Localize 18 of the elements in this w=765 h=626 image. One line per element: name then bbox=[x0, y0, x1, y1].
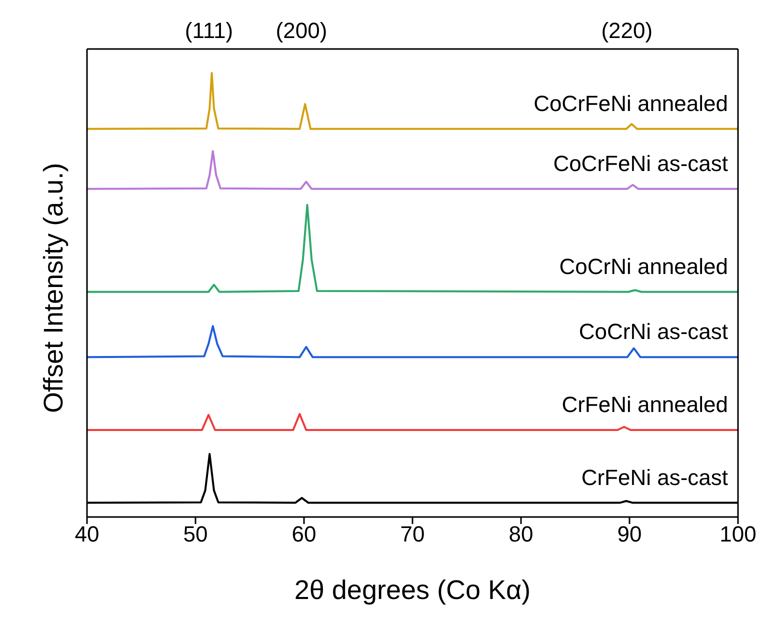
series-label: CoCrNi annealed bbox=[559, 254, 728, 279]
x-tick-label: 100 bbox=[720, 522, 756, 547]
x-tick-label: 70 bbox=[400, 522, 425, 547]
x-tick-label: 90 bbox=[617, 522, 642, 547]
series-label: CrFeNi as-cast bbox=[581, 464, 728, 490]
series-label: CoCrNi as-cast bbox=[578, 319, 728, 344]
text: (220) bbox=[601, 18, 653, 43]
series-label: CoCrFeNi annealed bbox=[534, 90, 728, 116]
x-axis-title: 2θ degrees (Co Kα) bbox=[294, 575, 531, 605]
text: (200) bbox=[276, 18, 328, 43]
x-tick-label: 60 bbox=[292, 522, 316, 547]
x-tick-label: 40 bbox=[74, 522, 100, 547]
series-label: CoCrFeNi as-cast bbox=[553, 150, 728, 176]
text: (111) bbox=[184, 18, 234, 43]
y-axis-title: Offset Intensity (a.u.) bbox=[38, 162, 69, 413]
x-tick-label: 80 bbox=[508, 522, 534, 547]
x-tick-label: 50 bbox=[183, 522, 208, 547]
series-label: CrFeNi annealed bbox=[562, 392, 728, 417]
